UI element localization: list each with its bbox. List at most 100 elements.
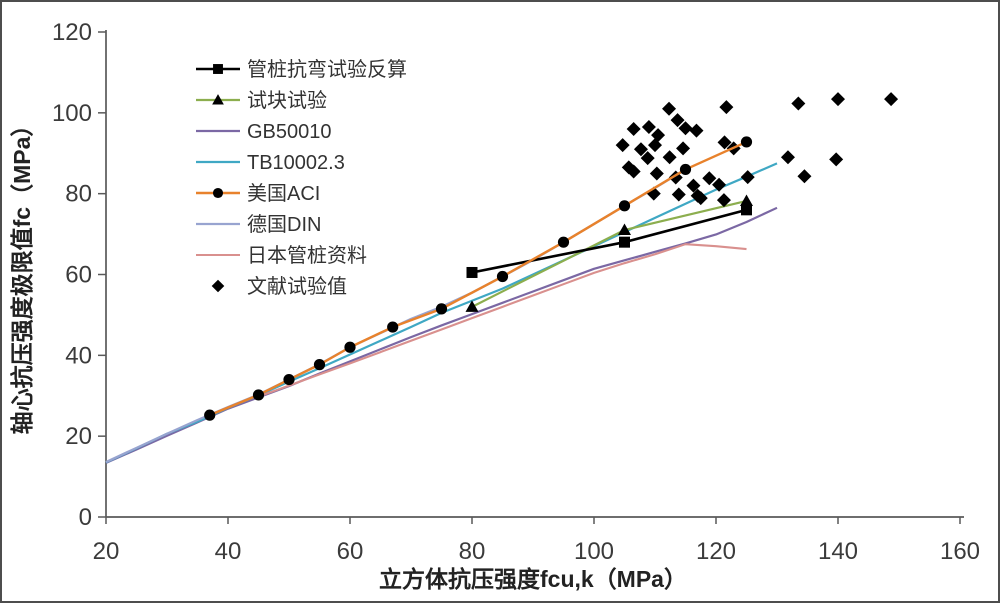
undefined-marker <box>797 169 812 184</box>
undefined-marker <box>618 200 631 212</box>
undefined-marker <box>212 94 224 105</box>
undefined-marker <box>212 187 224 199</box>
x-tick-label: 120 <box>696 538 736 565</box>
undefined-marker <box>615 138 630 153</box>
undefined-marker <box>679 163 692 176</box>
undefined-marker <box>791 96 806 111</box>
undefined-marker <box>640 151 655 166</box>
legend-item-美国ACI: 美国ACI <box>196 182 320 205</box>
undefined-marker <box>626 122 641 136</box>
series-line <box>258 243 747 398</box>
x-tick-label: 40 <box>215 538 242 565</box>
undefined-marker <box>648 138 662 153</box>
undefined-marker <box>829 152 844 167</box>
undefined-marker <box>618 223 631 236</box>
undefined-marker <box>686 178 701 193</box>
undefined-marker <box>283 373 295 386</box>
legend-label: GB50010 <box>247 121 332 143</box>
series-文献试验值 <box>615 92 899 208</box>
undefined-marker <box>662 150 677 165</box>
legend-label: 日本管桩资料 <box>247 244 367 267</box>
undefined-marker <box>670 113 685 128</box>
undefined-marker <box>651 128 666 143</box>
legend-label: 美国ACI <box>247 182 320 205</box>
undefined-marker <box>641 119 656 134</box>
undefined-marker <box>884 92 899 107</box>
undefined-marker <box>740 136 753 148</box>
series-日本管桩资料 <box>258 243 747 398</box>
undefined-marker <box>717 135 732 150</box>
legend-item-日本管桩资料: 日本管桩资料 <box>196 244 367 267</box>
legend-label: 德国DIN <box>247 213 321 236</box>
y-tick-label: 40 <box>65 342 92 369</box>
legend-item-GB50010: GB50010 <box>196 121 332 143</box>
undefined-marker <box>626 164 641 179</box>
series-line <box>209 140 747 417</box>
series-line <box>471 199 747 308</box>
undefined-marker <box>741 204 752 216</box>
legend-item-文献试验值: 文献试验值 <box>211 275 347 298</box>
undefined-marker <box>387 321 399 333</box>
x-tick-label: 60 <box>337 538 364 565</box>
undefined-marker <box>678 121 693 136</box>
undefined-marker <box>689 123 704 138</box>
undefined-marker <box>712 177 727 192</box>
legend-item-TB10002.3: TB10002.3 <box>196 152 345 174</box>
legend-item-管桩抗弯试验反算: 管桩抗弯试验反算 <box>196 58 407 81</box>
undefined-marker <box>719 100 734 115</box>
undefined-marker <box>831 92 845 107</box>
undefined-marker <box>557 236 570 248</box>
undefined-marker <box>213 64 223 74</box>
undefined-marker <box>780 150 795 165</box>
x-tick-label: 80 <box>459 538 486 565</box>
series-试块试验 <box>465 194 753 312</box>
undefined-marker <box>466 266 478 278</box>
x-axis-title: 立方体抗压强度fcu,k（MPa） <box>379 566 687 592</box>
y-tick-label: 120 <box>52 19 92 46</box>
y-tick-label: 100 <box>52 100 92 127</box>
undefined-marker <box>619 236 630 248</box>
undefined-marker <box>465 300 479 312</box>
undefined-marker <box>693 191 708 206</box>
x-tick-label: 20 <box>93 538 120 565</box>
undefined-marker <box>649 166 664 181</box>
legend-label: 文献试验值 <box>247 275 347 298</box>
undefined-marker <box>344 341 356 353</box>
undefined-marker <box>496 270 509 283</box>
series-管桩抗弯试验反算 <box>466 204 752 278</box>
y-tick-label: 60 <box>65 262 92 289</box>
series-美国ACI <box>204 136 753 421</box>
series-line <box>105 206 778 464</box>
undefined-marker <box>702 171 717 186</box>
legend-label: 管桩抗弯试验反算 <box>247 58 407 81</box>
y-axis-title: 轴心抗压强度极限值fc（MPa） <box>9 114 35 435</box>
undefined-marker <box>740 194 753 206</box>
legend-item-试块试验: 试块试验 <box>196 89 327 112</box>
x-tick-label: 100 <box>574 538 614 565</box>
undefined-marker <box>211 279 225 293</box>
x-tick-label: 160 <box>940 538 980 565</box>
series-德国DIN <box>105 168 687 464</box>
series-GB50010 <box>105 206 778 464</box>
y-tick-label: 0 <box>79 504 92 531</box>
undefined-marker <box>252 389 265 401</box>
undefined-marker <box>633 142 648 157</box>
undefined-marker <box>313 359 326 371</box>
undefined-marker <box>662 101 677 116</box>
y-tick-label: 80 <box>65 181 92 208</box>
legend-label: 试块试验 <box>247 89 327 112</box>
undefined-marker <box>740 170 755 185</box>
y-tick-label: 20 <box>65 423 92 450</box>
undefined-marker <box>716 193 731 208</box>
series-line <box>471 208 747 274</box>
undefined-marker <box>435 303 448 315</box>
x-tick-label: 140 <box>818 538 858 565</box>
undefined-marker <box>676 141 691 156</box>
chart-content: 20 40 60 80 100 120 140 160020406080100120管桩抗弯试… <box>52 19 980 565</box>
undefined-marker <box>671 187 686 202</box>
undefined-marker <box>204 409 216 421</box>
legend-label: TB10002.3 <box>247 152 345 174</box>
